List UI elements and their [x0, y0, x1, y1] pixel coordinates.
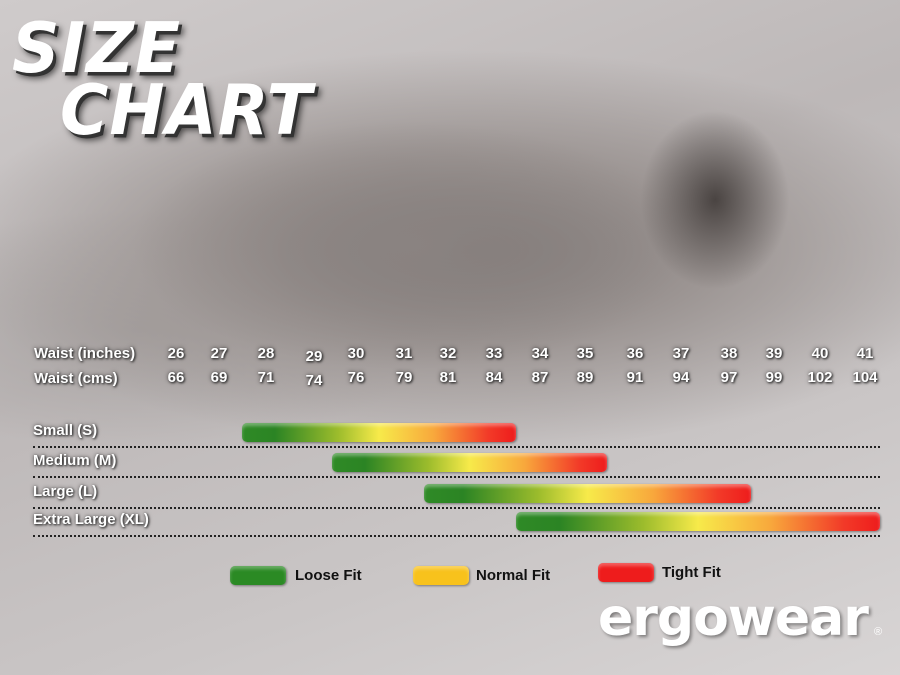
tick-inches: 30: [347, 345, 365, 362]
tick-cms: 97: [720, 369, 738, 386]
tick-cms: 76: [347, 369, 365, 386]
legend-swatch: [230, 566, 286, 585]
tick-inches: 36: [626, 345, 644, 362]
legend-swatch: [598, 563, 654, 582]
size-range-bar: [242, 423, 516, 442]
row-divider: [33, 507, 880, 509]
size-range-bar: [516, 512, 880, 531]
tick-cms: 91: [626, 369, 644, 386]
legend-label: Tight Fit: [662, 564, 721, 581]
row-divider: [33, 535, 880, 537]
tick-cms: 81: [439, 369, 457, 386]
model-photo: [130, 120, 690, 370]
model-head: [640, 110, 790, 290]
tick-inches: 29: [305, 348, 323, 365]
size-label: Large (L): [33, 483, 98, 500]
tick-inches: 32: [439, 345, 457, 362]
tick-inches: 38: [720, 345, 738, 362]
tick-inches: 39: [765, 345, 783, 362]
ergowear-logo: ergowear: [598, 588, 869, 648]
tick-cms: 71: [257, 369, 275, 386]
size-range-bar: [332, 453, 607, 472]
legend-swatch: [413, 566, 469, 585]
tick-inches: 41: [856, 345, 874, 362]
tick-inches: 37: [672, 345, 690, 362]
title-size: SIZE: [12, 8, 182, 89]
waist-inches-label: Waist (inches): [34, 345, 136, 362]
tick-inches: 40: [811, 345, 829, 362]
tick-cms: 89: [576, 369, 594, 386]
waist-cms-label: Waist (cms): [34, 370, 118, 387]
registered-mark: ®: [874, 626, 883, 638]
size-range-bar: [424, 484, 751, 503]
tick-cms: 87: [531, 369, 549, 386]
tick-cms: 104: [852, 369, 878, 386]
legend-label: Normal Fit: [476, 567, 551, 584]
title-chart: CHART: [60, 70, 313, 151]
row-divider: [33, 476, 880, 478]
tick-cms: 99: [765, 369, 783, 386]
tick-inches: 35: [576, 345, 594, 362]
tick-inches: 26: [167, 345, 185, 362]
tick-cms: 69: [210, 369, 228, 386]
row-divider: [33, 446, 880, 448]
tick-cms: 66: [167, 369, 185, 386]
tick-cms: 79: [395, 369, 413, 386]
tick-cms: 84: [485, 369, 503, 386]
tick-cms: 94: [672, 369, 690, 386]
tick-cms: 74: [305, 372, 323, 389]
tick-inches: 34: [531, 345, 549, 362]
size-label: Small (S): [33, 422, 98, 439]
tick-inches: 33: [485, 345, 503, 362]
legend-label: Loose Fit: [295, 567, 362, 584]
size-label: Medium (M): [33, 452, 117, 469]
tick-inches: 31: [395, 345, 413, 362]
size-label: Extra Large (XL): [33, 511, 149, 528]
tick-inches: 28: [257, 345, 275, 362]
tick-cms: 102: [807, 369, 833, 386]
tick-inches: 27: [210, 345, 228, 362]
